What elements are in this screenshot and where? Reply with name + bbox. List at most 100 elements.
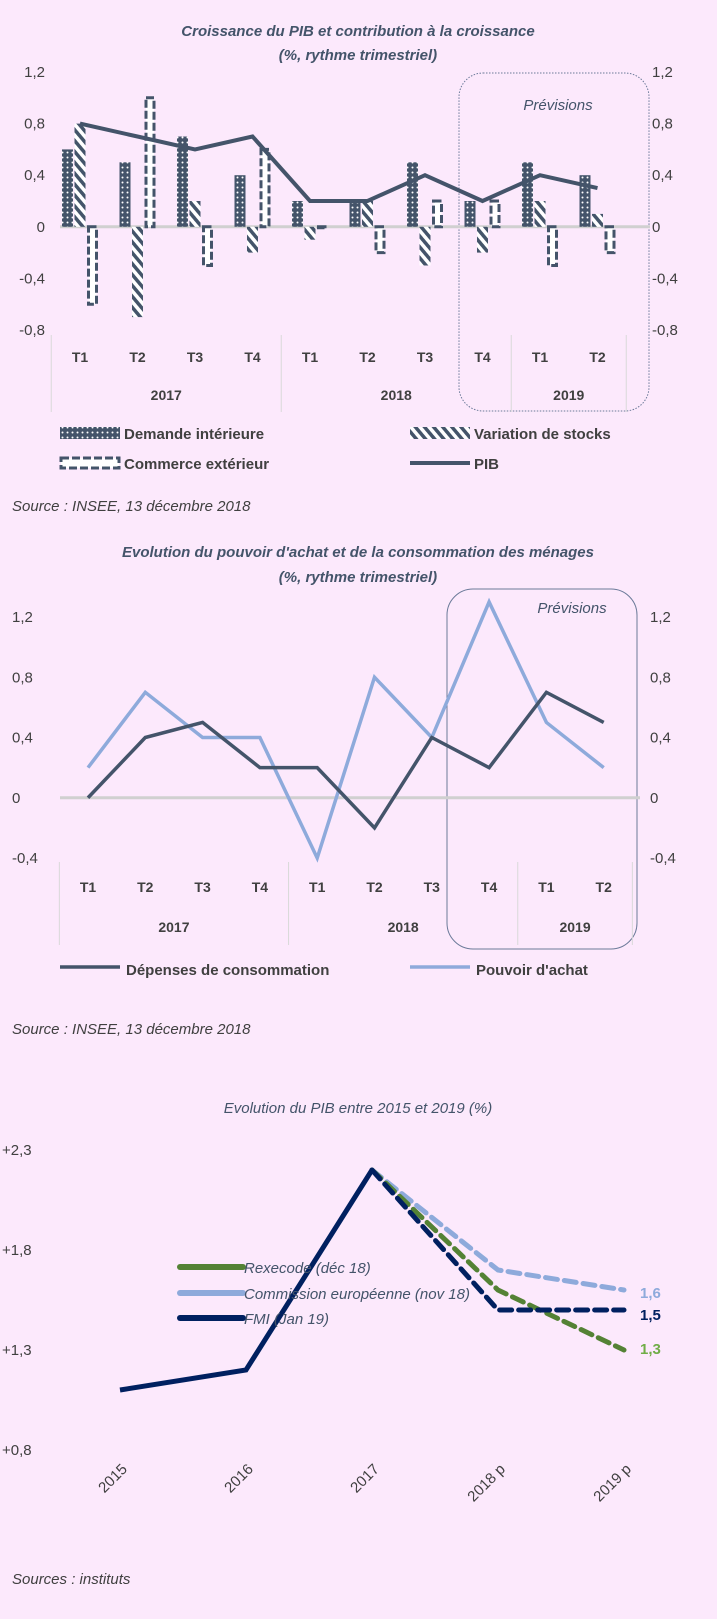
bar-commerce-exterieur <box>204 227 212 266</box>
legend-label: Commission européenne (nov 18) <box>244 1286 470 1303</box>
y-tick-label-left: 0 <box>12 790 20 807</box>
y-tick-label-left: -0,4 <box>12 850 38 867</box>
source-note: Source : INSEE, 13 décembre 2018 <box>12 1021 251 1038</box>
line-commission-europeenne-forecast <box>372 1170 624 1290</box>
bar-commerce-exterieur <box>606 227 614 253</box>
y-tick-label-right: -0,4 <box>650 850 676 867</box>
chart-title: Evolution du pouvoir d'achat et de la co… <box>122 544 594 561</box>
bar-variation-stocks <box>75 124 86 227</box>
x-tick-label: T4 <box>474 349 491 365</box>
legend-label: Dépenses de consommation <box>126 962 329 979</box>
bar-commerce-exterieur <box>491 201 499 227</box>
x-tick-label: T1 <box>302 349 319 365</box>
bar-commerce-exterieur <box>89 227 97 304</box>
bar-variation-stocks <box>420 227 431 266</box>
bar-commerce-exterieur <box>549 227 557 266</box>
y-tick-label: +2,3 <box>2 1142 32 1159</box>
x-group-label: 2018 <box>381 387 412 403</box>
x-tick-label: T2 <box>589 349 606 365</box>
line-fmi-actual <box>120 1170 372 1390</box>
bar-commerce-exterieur <box>261 149 269 226</box>
x-tick-label: T4 <box>252 879 269 895</box>
bar-demande-interieure <box>62 149 73 226</box>
x-tick-label: T1 <box>532 349 549 365</box>
y-tick-label-left: -0,8 <box>19 322 45 339</box>
y-tick-label-left: 1,2 <box>12 609 33 626</box>
bar-demande-interieure <box>177 137 188 227</box>
x-group-label: 2019 <box>553 387 584 403</box>
y-tick-label-left: 0,8 <box>24 116 45 133</box>
y-tick-label-left: 1,2 <box>24 64 45 81</box>
forecast-box <box>447 589 637 949</box>
x-tick-label: T2 <box>359 349 376 365</box>
y-tick-label-right: 0,4 <box>650 730 671 747</box>
bar-variation-stocks <box>305 227 316 240</box>
x-tick-label: T3 <box>187 349 204 365</box>
legend-swatch-demande <box>60 427 120 439</box>
legend-label: Commerce extérieur <box>124 456 269 473</box>
end-label-fmi: 1,5 <box>640 1307 661 1324</box>
x-group-label: 2017 <box>158 919 189 935</box>
source-note: Sources : instituts <box>12 1571 131 1588</box>
bar-demande-interieure <box>522 162 533 227</box>
end-label-commission-europeenne: 1,6 <box>640 1285 661 1302</box>
x-tick-label: T2 <box>129 349 146 365</box>
x-tick-label: T4 <box>481 879 498 895</box>
y-tick-label-right: 1,2 <box>650 609 671 626</box>
legend-label: PIB <box>474 456 499 473</box>
bar-variation-stocks <box>362 201 373 227</box>
y-tick-label-right: 0 <box>652 219 660 236</box>
chart-subtitle: (%, rythme trimestriel) <box>279 569 437 586</box>
bar-commerce-exterieur <box>434 201 442 227</box>
y-tick-label-right: 0 <box>650 790 658 807</box>
x-tick-label: 2018 p <box>464 1461 508 1505</box>
line-depenses-consommation <box>88 692 604 828</box>
x-tick-label: T1 <box>80 879 97 895</box>
x-tick-label: T1 <box>538 879 555 895</box>
x-tick-label: 2015 <box>95 1461 131 1497</box>
chart-title: Croissance du PIB et contribution à la c… <box>181 23 534 40</box>
y-tick-label-left: 0 <box>37 219 45 236</box>
x-tick-label: T3 <box>424 879 441 895</box>
legend-swatch-commerce <box>61 458 119 468</box>
legend-swatch-stocks <box>410 427 470 439</box>
y-tick-label-left: 0,8 <box>12 669 33 686</box>
y-tick-label: +0,8 <box>2 1442 32 1459</box>
purchasing-power-chart: Evolution du pouvoir d'achat et de la co… <box>12 544 676 1038</box>
bar-variation-stocks <box>477 227 488 253</box>
bar-variation-stocks <box>132 227 143 317</box>
gdp-forecast-chart: Evolution du PIB entre 2015 et 2019 (%)+… <box>2 1100 661 1588</box>
x-group-label: 2019 <box>559 919 590 935</box>
bar-variation-stocks <box>247 227 258 253</box>
y-tick-label: +1,8 <box>2 1242 32 1259</box>
y-tick-label-right: -0,8 <box>652 322 678 339</box>
line-pib <box>80 124 598 201</box>
x-tick-label: T2 <box>596 879 613 895</box>
x-tick-label: 2019 p <box>590 1461 634 1505</box>
bar-demande-interieure <box>407 162 418 227</box>
x-tick-label: T3 <box>194 879 211 895</box>
legend-label: Demande intérieure <box>124 426 264 443</box>
line-pouvoir-achat <box>88 602 604 858</box>
bar-variation-stocks <box>190 201 201 227</box>
legend-label: Pouvoir d'achat <box>476 962 588 979</box>
bar-demande-interieure <box>350 201 361 227</box>
y-tick-label-right: 0,8 <box>652 116 673 133</box>
y-tick-label-right: 0,8 <box>650 669 671 686</box>
bar-demande-interieure <box>120 162 131 227</box>
bar-variation-stocks <box>592 214 603 227</box>
gdp-contribution-chart: Croissance du PIB et contribution à la c… <box>12 23 678 515</box>
forecast-annotation: Prévisions <box>523 97 593 114</box>
bar-commerce-exterieur <box>376 227 384 253</box>
x-tick-label: T2 <box>366 879 383 895</box>
x-tick-label: T1 <box>309 879 326 895</box>
bar-demande-interieure <box>292 201 303 227</box>
bar-commerce-exterieur <box>319 227 327 228</box>
bar-commerce-exterieur <box>146 98 154 227</box>
x-tick-label: T1 <box>72 349 89 365</box>
forecast-annotation: Prévisions <box>537 600 607 617</box>
y-tick-label: +1,3 <box>2 1342 32 1359</box>
x-tick-label: T2 <box>137 879 154 895</box>
x-group-label: 2017 <box>151 387 182 403</box>
